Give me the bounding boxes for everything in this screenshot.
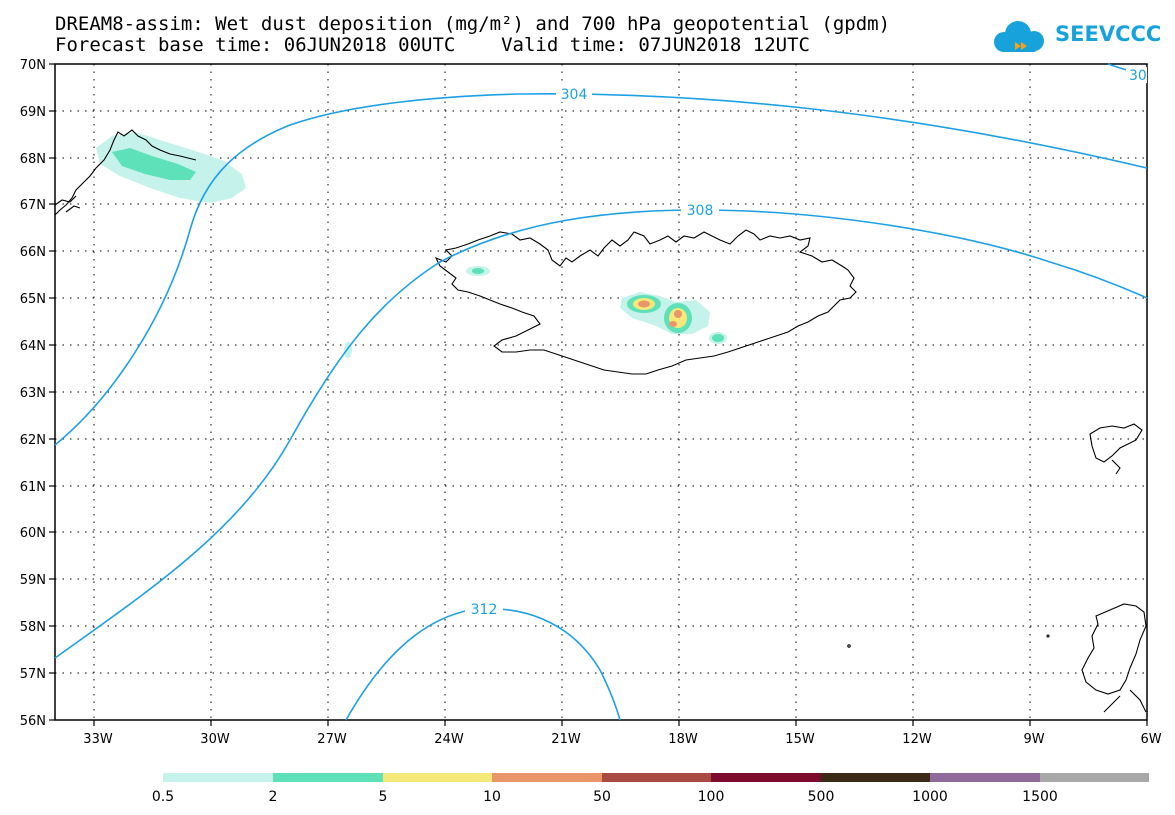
lon-label: 21W (551, 732, 581, 747)
legend-label: 50 (593, 789, 611, 805)
dust-deposition-shading (96, 132, 727, 358)
legend-swatch (383, 773, 492, 782)
coastlines (54, 129, 1147, 713)
map-subtitle: Forecast base time: 06JUN2018 00UTC Vali… (55, 34, 810, 56)
logo-text: SEEVCCC (1055, 22, 1162, 46)
legend-swatch (930, 773, 1040, 782)
legend-swatch (273, 773, 383, 782)
contour-label-bg (556, 86, 592, 102)
legend-swatch (711, 773, 821, 782)
legend-label: 5 (379, 789, 388, 805)
contour-label-bg (681, 202, 719, 218)
contour-label-312: 312 (471, 602, 498, 618)
lat-label: 61N (20, 480, 46, 495)
legend-label: 1000 (912, 789, 948, 805)
lat-label: 65N (20, 292, 46, 307)
lat-label: 68N (20, 152, 46, 167)
lon-label: 27W (317, 732, 347, 747)
contour-label-bg (465, 601, 503, 617)
legend-label: 2 (269, 789, 278, 805)
legend-swatch (492, 773, 602, 782)
legend-label: 1500 (1022, 789, 1058, 805)
map-title: DREAM8-assim: Wet dust deposition (mg/m²… (55, 13, 891, 35)
contour-304 (54, 93, 1148, 446)
legend-swatch (821, 773, 930, 782)
contour-312 (345, 608, 621, 721)
lon-label: 33W (83, 732, 113, 747)
legend-label: 0.5 (152, 789, 174, 805)
lon-label: 6W (1140, 732, 1161, 747)
contour-label-bg (1126, 67, 1147, 83)
lat-label: 70N (20, 58, 46, 73)
legend-colorbar (163, 773, 1149, 782)
lon-label: 18W (668, 732, 698, 747)
lon-label: 9W (1023, 732, 1044, 747)
lon-label: 30W (200, 732, 230, 747)
axis-ticks (49, 63, 1148, 726)
legend-label: 10 (483, 789, 501, 805)
lat-label: 66N (20, 245, 46, 260)
contour-label-308: 308 (687, 203, 714, 219)
legend-swatch (163, 773, 273, 782)
lat-label: 60N (20, 526, 46, 541)
geopotential-contours (54, 63, 1148, 721)
legend-swatch (602, 773, 711, 782)
contour-308 (54, 209, 1148, 659)
lat-label: 57N (20, 667, 46, 682)
longitude-labels: 33W 30W 27W 24W 21W 18W 15W 12W 9W 6W (83, 732, 1161, 747)
legend-label: 100 (698, 789, 725, 805)
lat-label: 69N (20, 105, 46, 120)
lat-label: 62N (20, 433, 46, 448)
lat-label: 64N (20, 339, 46, 354)
lat-label: 56N (20, 714, 46, 729)
lon-label: 12W (902, 732, 932, 747)
cloud-icon (994, 21, 1044, 52)
contour-label-30: 30 (1129, 68, 1147, 84)
legend-swatch (1040, 773, 1149, 782)
lat-label: 63N (20, 386, 46, 401)
lat-label: 59N (20, 573, 46, 588)
lon-label: 15W (785, 732, 815, 747)
legend-label: 500 (808, 789, 835, 805)
latitude-labels: 70N 69N 68N 67N 66N 65N 64N 63N 62N 61N … (20, 58, 46, 729)
lat-label: 67N (20, 198, 46, 213)
contour-label-304: 304 (561, 87, 588, 103)
legend-labels: 0.5 2 5 10 50 100 500 1000 1500 (152, 789, 1058, 805)
lat-label: 58N (20, 620, 46, 635)
lon-label: 24W (434, 732, 464, 747)
